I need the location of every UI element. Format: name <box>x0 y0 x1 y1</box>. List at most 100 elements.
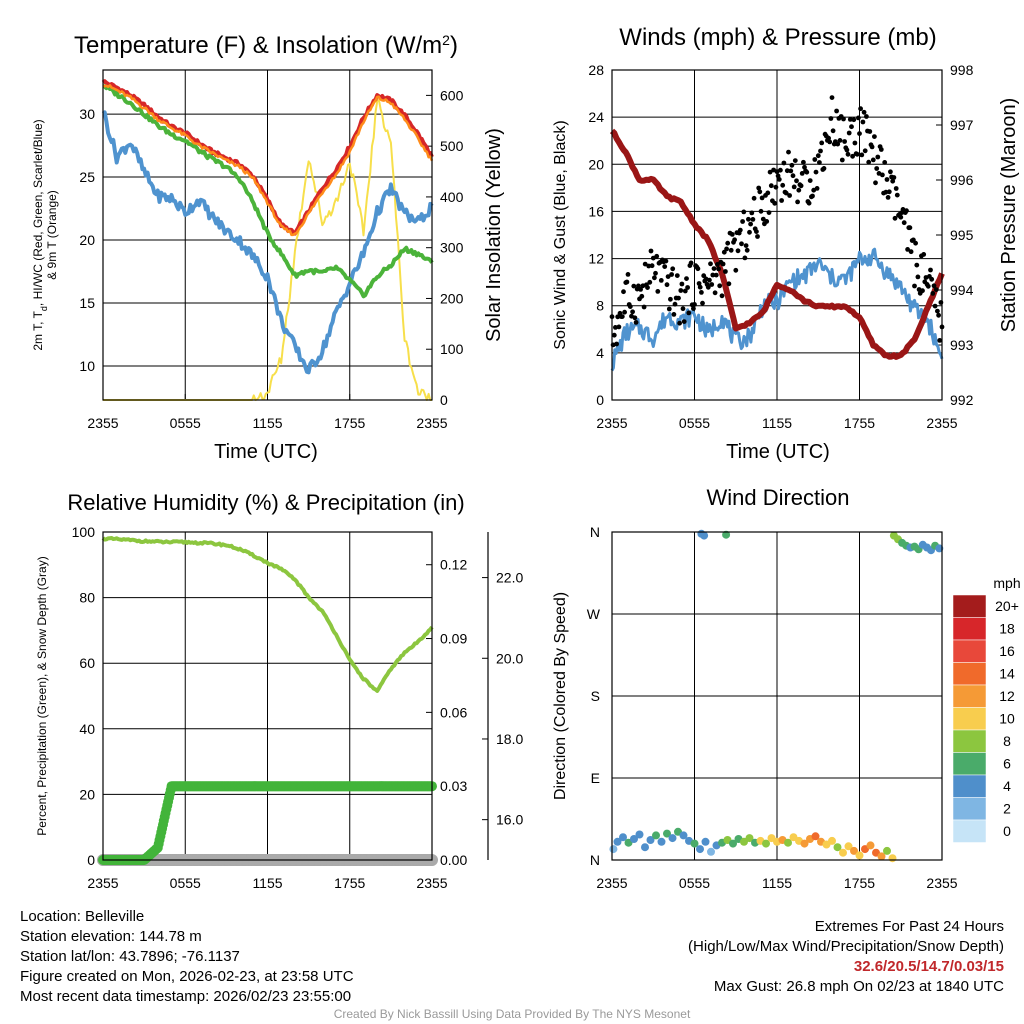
gust-point <box>890 178 896 184</box>
gust-point <box>842 139 847 144</box>
legend-title: mph <box>993 575 1020 591</box>
gust-point <box>814 186 820 191</box>
y2-tick-label: 400 <box>440 189 464 205</box>
gust-point <box>930 291 936 296</box>
direction-point <box>635 830 644 839</box>
direction-point <box>668 834 677 843</box>
y-tick-label: 25 <box>79 169 95 185</box>
direction-point <box>722 530 731 539</box>
gust-point <box>852 140 858 146</box>
chart-title: Temperature (F) & Insolation (W/m2) <box>74 32 458 59</box>
y-tick-label: 4 <box>596 345 604 361</box>
gust-point <box>712 290 718 296</box>
gust-point <box>679 281 685 287</box>
gust-point <box>636 283 641 289</box>
y-tick-label: 0 <box>596 392 604 408</box>
gust-point <box>685 285 690 290</box>
gust-point <box>662 264 668 269</box>
gust-point <box>933 287 939 292</box>
y2-tick-label: 600 <box>440 87 464 103</box>
gust-point <box>925 283 931 289</box>
legend-label: 0 <box>1003 823 1011 839</box>
gust-point <box>834 108 839 114</box>
gust-point <box>764 219 770 224</box>
gust-point <box>647 279 653 285</box>
gust-point <box>828 116 834 121</box>
gust-point <box>624 279 630 285</box>
direction-point <box>696 845 704 854</box>
y-tick-label: 12 <box>588 251 604 267</box>
gust-point <box>740 219 745 224</box>
y-label-sub: d <box>39 306 49 311</box>
y-tick-label: 0 <box>87 852 95 868</box>
y-axis-label: Percent, Precipitation (Green), & Snow D… <box>35 556 49 835</box>
y2-tick-label: 0.06 <box>440 704 467 720</box>
gust-point <box>921 252 927 257</box>
gust-point <box>781 160 787 166</box>
gust-point <box>672 301 678 307</box>
gust-point <box>847 117 853 122</box>
gust-point <box>723 269 728 274</box>
gust-point <box>913 240 918 246</box>
gust-point <box>860 119 866 125</box>
y2-tick-label: 998 <box>950 62 974 78</box>
gust-point <box>882 160 888 165</box>
y2-tick-label: 300 <box>440 240 464 256</box>
y-tick-label: W <box>587 606 601 622</box>
title-close: ) <box>450 32 458 59</box>
gust-point <box>652 275 657 281</box>
gust-point <box>799 171 805 176</box>
gust-point <box>912 283 917 289</box>
gust-point <box>707 277 712 283</box>
gust-point <box>726 281 732 287</box>
x-tick-label: 1155 <box>762 875 792 891</box>
direction-point <box>888 854 897 863</box>
gust-point <box>649 263 655 269</box>
gust-point <box>878 147 884 152</box>
x-tick-label: 2355 <box>926 415 957 431</box>
gust-point <box>796 187 802 193</box>
y-tick-label: N <box>590 524 600 540</box>
x-tick-label: 0555 <box>170 875 201 891</box>
gust-point <box>773 184 779 190</box>
y-tick-label: 60 <box>79 655 95 671</box>
x-tick-label: 2355 <box>416 415 447 431</box>
gust-point <box>700 300 705 306</box>
gust-point <box>742 255 748 261</box>
gust-point <box>724 246 729 252</box>
gust-point <box>867 129 873 134</box>
y-axis-label: Sonic Wind & Gust (Blue, Black) <box>552 120 569 349</box>
direction-point <box>700 531 709 540</box>
series-relative-humidity <box>101 536 434 693</box>
gust-point <box>695 266 701 272</box>
gust-point <box>615 314 621 320</box>
gust-point <box>681 319 687 324</box>
direction-point <box>707 847 715 856</box>
gust-point <box>804 169 810 175</box>
y-axis-label: Direction (Colored By Speed) <box>552 592 569 800</box>
gust-point <box>915 274 921 280</box>
gust-point <box>783 190 789 196</box>
gust-point <box>846 130 852 136</box>
gust-point <box>801 159 806 165</box>
y2-tick-label: 0.00 <box>440 852 467 868</box>
gust-point <box>861 109 867 115</box>
gust-point <box>886 189 892 195</box>
gust-point <box>708 261 713 267</box>
gust-point <box>755 234 760 239</box>
gust-point <box>779 198 784 203</box>
gust-point <box>654 253 660 259</box>
gust-point <box>648 248 654 254</box>
gust-point <box>622 309 627 315</box>
x-axis-label: Time (UTC) <box>726 441 830 463</box>
gust-point <box>750 217 756 222</box>
gust-point <box>671 312 677 317</box>
gust-point <box>744 247 750 253</box>
gust-point <box>684 276 689 281</box>
gust-point <box>812 157 818 162</box>
gust-point <box>849 124 854 130</box>
x-tick-label: 2355 <box>416 875 447 891</box>
series-9m-t <box>102 84 434 237</box>
gust-point <box>641 304 647 310</box>
gust-point <box>664 282 670 288</box>
